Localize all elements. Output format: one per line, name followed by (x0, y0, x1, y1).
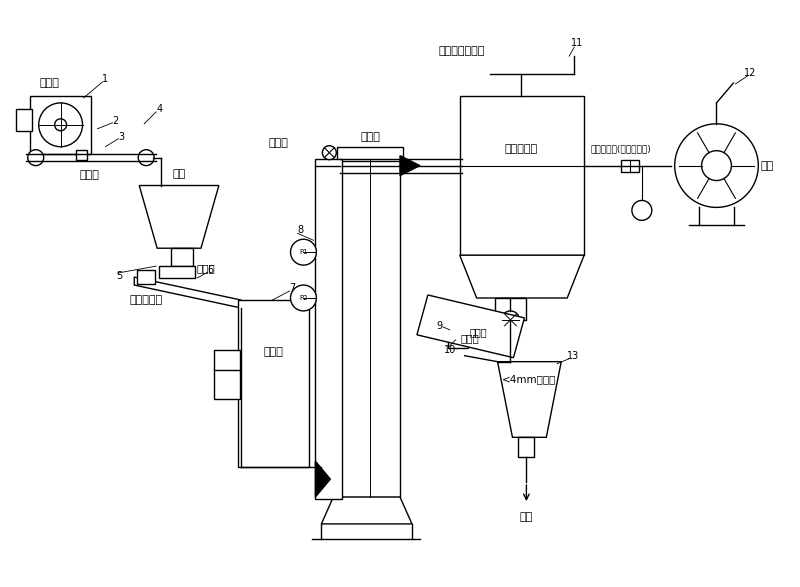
Bar (138, 270, 155, 284)
Text: 风机: 风机 (760, 161, 774, 171)
Circle shape (290, 285, 316, 311)
Text: 12: 12 (744, 68, 757, 78)
Text: 破碎机: 破碎机 (40, 78, 60, 88)
Bar (16, 109, 32, 131)
Text: 清灰用压缩空气: 清灰用压缩空气 (438, 46, 485, 56)
Polygon shape (460, 255, 584, 298)
Circle shape (138, 150, 154, 166)
Text: 11: 11 (571, 38, 583, 48)
Circle shape (674, 124, 758, 207)
Text: 9: 9 (437, 321, 443, 331)
Bar (30, 96, 91, 154)
Polygon shape (134, 277, 241, 308)
Bar (214, 367, 240, 400)
Text: 3: 3 (118, 131, 124, 141)
Bar (338, 147, 403, 161)
Text: P1: P1 (299, 249, 308, 255)
Text: 斗提机: 斗提机 (360, 131, 380, 141)
Bar (518, 437, 534, 457)
Text: 13: 13 (567, 350, 579, 360)
Polygon shape (315, 461, 330, 497)
Text: 料仓: 料仓 (173, 168, 186, 178)
Text: 7: 7 (290, 283, 296, 293)
Bar (315, 158, 342, 499)
Bar (238, 300, 310, 467)
Text: 滚筒筛: 滚筒筛 (460, 333, 479, 343)
Circle shape (28, 150, 44, 166)
Bar (171, 248, 193, 266)
Text: 10: 10 (444, 345, 456, 355)
Circle shape (702, 151, 731, 181)
Circle shape (322, 146, 336, 160)
Bar (494, 298, 526, 320)
Bar (159, 266, 195, 278)
Text: 电动百叶阀(随排风机配): 电动百叶阀(随排风机配) (590, 144, 651, 153)
Circle shape (502, 311, 519, 329)
Text: 装车: 装车 (520, 512, 533, 522)
Text: 除铁器: 除铁器 (470, 327, 487, 337)
Bar (621, 160, 639, 171)
Text: 8: 8 (298, 225, 303, 235)
Text: 给料机: 给料机 (79, 170, 99, 180)
Bar (460, 96, 584, 255)
Bar (448, 330, 468, 348)
Polygon shape (322, 497, 412, 524)
Polygon shape (498, 362, 562, 437)
Text: 气相阀: 气相阀 (269, 138, 289, 148)
Text: 振动给料机: 振动给料机 (130, 295, 162, 305)
Polygon shape (417, 295, 525, 357)
Text: 袋式收尘器: 袋式收尘器 (505, 144, 538, 154)
Text: 粉磨机: 粉磨机 (264, 347, 283, 357)
Polygon shape (400, 156, 420, 176)
Polygon shape (139, 185, 219, 248)
Circle shape (290, 239, 316, 265)
Text: <4mm成品仓: <4mm成品仓 (502, 375, 557, 384)
Circle shape (54, 119, 66, 131)
Circle shape (38, 103, 82, 147)
Text: 4: 4 (156, 104, 162, 114)
Text: 5: 5 (116, 271, 122, 281)
Text: P2: P2 (299, 295, 308, 301)
Circle shape (632, 200, 652, 220)
Bar (214, 350, 240, 370)
Text: 插板阀: 插板阀 (197, 263, 216, 273)
Text: 2: 2 (112, 116, 118, 126)
Text: 1: 1 (102, 74, 109, 84)
Bar (75, 150, 87, 160)
Bar (340, 158, 400, 497)
Text: 6: 6 (208, 265, 214, 275)
